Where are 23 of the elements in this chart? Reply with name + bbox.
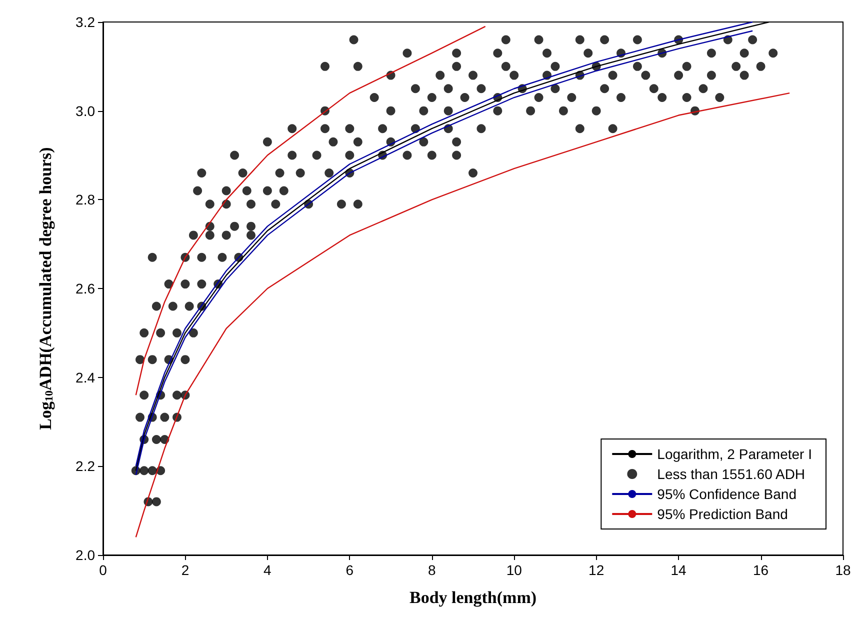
x-axis-title: Body length(mm): [409, 588, 537, 607]
y-tick-label: 3.0: [76, 102, 96, 119]
x-tick-label: 10: [506, 562, 522, 578]
y-tick-label: 2.8: [76, 192, 96, 208]
x-tick-label: 2: [181, 562, 190, 578]
x-tick-label: 6: [346, 562, 354, 578]
legend-label: 95% Confidence Band: [657, 486, 796, 502]
legend-label: Logarithm, 2 Parameter I: [657, 446, 812, 462]
legend-label: Less than 1551.60 ADH: [657, 466, 806, 482]
x-tick-label: 16: [752, 562, 769, 578]
x-tick-label: 12: [588, 562, 604, 578]
y-tick-label: 2.4: [76, 369, 96, 386]
y-axis-title: Log10ADH(Accumulated degree hours): [36, 147, 56, 430]
y-tick-label: 2.6: [76, 280, 96, 296]
x-tick-label: 14: [670, 562, 687, 578]
x-tick-label: 8: [428, 562, 436, 578]
x-tick-label: 0: [99, 562, 108, 578]
legend-label: 95% Prediction Band: [657, 506, 788, 522]
y-tick-label: 2.2: [76, 458, 96, 474]
y-tick-label: 3.2: [76, 14, 96, 30]
x-tick-label: 4: [264, 562, 272, 578]
x-tick-label: 18: [835, 562, 851, 578]
y-tick-label: 2.0: [76, 547, 96, 563]
